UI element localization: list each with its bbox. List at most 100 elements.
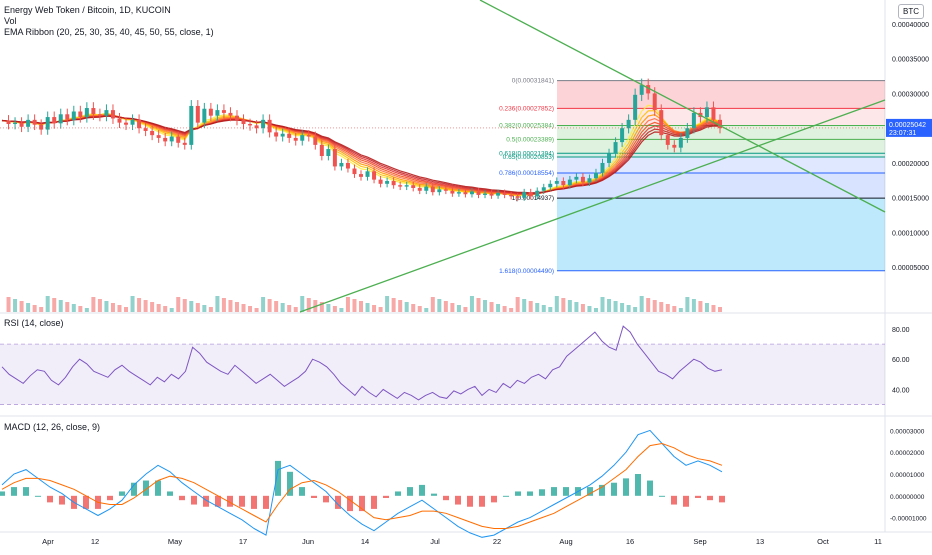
candle-body	[522, 192, 527, 198]
candle-body	[32, 119, 37, 125]
candle-body	[443, 189, 448, 191]
candle-body	[326, 149, 331, 156]
volume-bar	[261, 297, 266, 312]
macd-histogram-bar	[431, 493, 437, 496]
fib-zone	[557, 153, 885, 158]
candle-body	[313, 136, 318, 145]
macd-histogram-bar	[131, 482, 137, 496]
candle-body	[156, 135, 161, 138]
volume-bar	[195, 303, 200, 312]
volume-bar	[339, 308, 344, 312]
volume-bar	[150, 302, 155, 312]
volume-bar	[137, 298, 142, 312]
vol-indicator-label[interactable]: Vol	[4, 16, 17, 26]
candle-body	[509, 194, 514, 197]
candle-body	[483, 193, 488, 195]
volume-bar	[372, 305, 377, 312]
candle-body	[163, 137, 168, 142]
time-axis-label: 12	[91, 537, 99, 546]
candle-body	[345, 162, 350, 169]
candle-body	[417, 187, 422, 191]
candle-body	[411, 185, 416, 188]
macd-histogram-bar	[167, 491, 173, 496]
rsi-label[interactable]: RSI (14, close)	[4, 318, 64, 328]
macd-histogram-bar	[659, 495, 665, 497]
volume-bar	[607, 299, 612, 312]
fib-level-label: 0.65(0.00020853)	[503, 154, 554, 161]
price-axis-label: 0.00005000	[892, 265, 929, 272]
volume-bar	[143, 300, 148, 312]
candle-body	[600, 162, 605, 173]
macd-histogram-bar	[383, 495, 389, 498]
volume-bar	[45, 296, 50, 312]
candle-body	[137, 119, 142, 129]
fib-zone	[557, 80, 885, 109]
macd-histogram-bar	[503, 495, 509, 497]
fib-zone	[557, 198, 885, 271]
volume-bar	[489, 302, 494, 312]
candle-body	[593, 172, 598, 179]
candle-body	[456, 192, 461, 194]
volume-bar	[365, 303, 370, 312]
time-axis-label: 22	[493, 537, 501, 546]
ema-ribbon-label[interactable]: EMA Ribbon (20, 25, 30, 35, 40, 45, 50, …	[4, 27, 214, 37]
candle-body	[352, 168, 357, 175]
candle-body	[365, 171, 370, 177]
time-axis-label: 16	[626, 537, 634, 546]
macd-histogram-bar	[623, 478, 629, 496]
candle-body	[202, 108, 207, 123]
volume-bar	[169, 308, 174, 312]
volume-bar	[241, 304, 246, 312]
macd-label[interactable]: MACD (12, 26, close, 9)	[4, 422, 101, 432]
resistance-trendline	[479, 0, 886, 213]
macd-histogram-bar	[191, 495, 197, 505]
volume-bar	[319, 302, 324, 312]
macd-histogram-bar	[107, 495, 113, 501]
volume-bar	[587, 306, 592, 312]
candle-body	[274, 132, 279, 137]
currency-badge[interactable]: BTC	[898, 4, 924, 19]
volume-bar	[652, 300, 657, 312]
candle-body	[189, 105, 194, 145]
macd-histogram-bar	[47, 495, 53, 503]
price-axis-label: 0.00020000	[892, 161, 929, 168]
symbol-title[interactable]: Energy Web Token / Bitcoin, 1D, KUCOIN	[4, 5, 171, 15]
macd-histogram-bar	[443, 495, 449, 501]
candle-body	[78, 111, 83, 118]
volume-bar	[593, 308, 598, 312]
candle-body	[711, 107, 716, 120]
candle-body	[182, 142, 187, 145]
macd-histogram-bar	[299, 487, 305, 496]
volume-bar	[417, 306, 422, 312]
volume-bar	[182, 299, 187, 312]
candle-body	[208, 108, 213, 116]
candle-body	[541, 187, 546, 191]
fib-level-label: 0.5(0.00023389)	[506, 136, 554, 143]
volume-bar	[156, 304, 161, 312]
macd-histogram-bar	[323, 495, 329, 503]
candle-body	[234, 115, 239, 120]
macd-histogram-bar	[23, 487, 29, 496]
price-axis-label: 0.00015000	[892, 196, 929, 203]
volume-bar	[718, 307, 722, 312]
candle-body	[437, 189, 442, 193]
volume-bar	[110, 303, 115, 312]
volume-bar	[300, 296, 305, 312]
volume-bar	[32, 305, 37, 312]
candle-body	[502, 192, 507, 195]
candle-body	[26, 119, 31, 127]
macd-histogram-bar	[371, 495, 377, 509]
volume-bar	[58, 300, 63, 312]
volume-bar	[685, 297, 690, 312]
time-axis-label: Oct	[817, 537, 830, 546]
volume-bar	[332, 306, 337, 312]
price-axis-label: 0.00010000	[892, 230, 929, 237]
volume-bar	[574, 302, 579, 312]
volume-bar	[117, 305, 122, 312]
candle-body	[528, 192, 533, 197]
candle-body	[580, 176, 585, 183]
rsi-axis-label: 40.00	[892, 387, 910, 394]
candle-body	[489, 193, 494, 196]
